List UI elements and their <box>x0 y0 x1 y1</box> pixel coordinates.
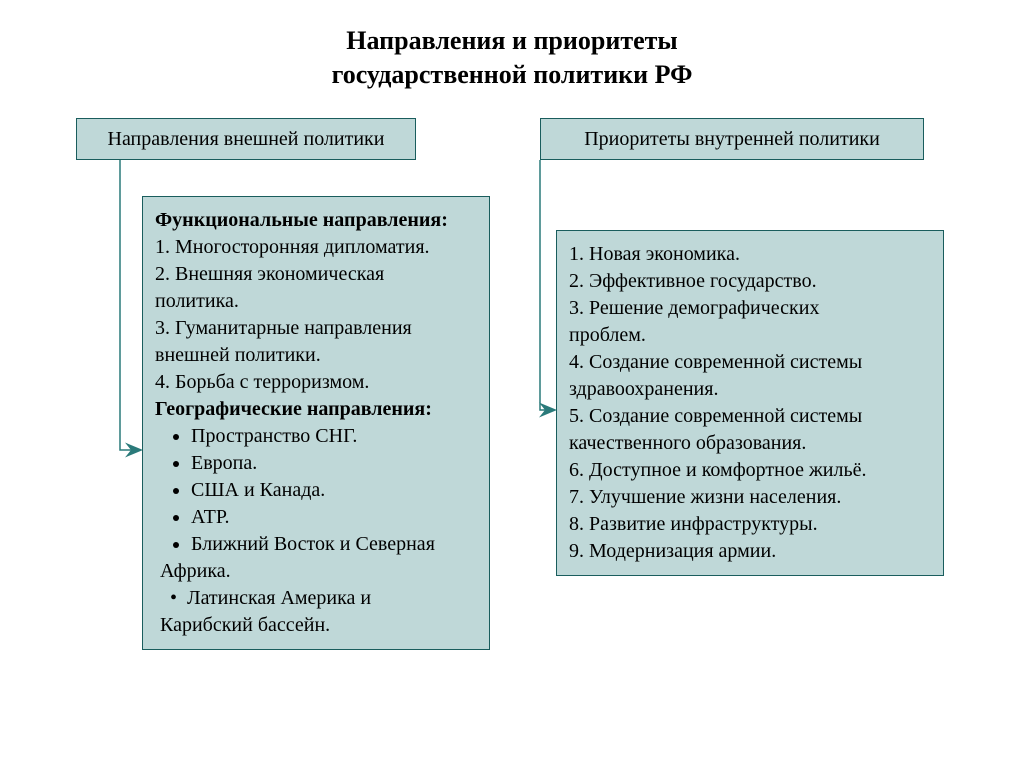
title-line-2: государственной политики РФ <box>332 60 693 89</box>
list-item: 4. Создание современной системы <box>569 349 931 376</box>
list-item: • Латинская Америка и <box>155 585 477 612</box>
list-item: проблем. <box>569 322 931 349</box>
list-item: 1. Новая экономика. <box>569 241 931 268</box>
left-header-box: Направления внешней политики <box>76 118 416 160</box>
list-item: 8. Развитие инфраструктуры. <box>569 511 931 538</box>
list-item: 7. Улучшение жизни населения. <box>569 484 931 511</box>
list-item: Карибский бассейн. <box>155 612 477 639</box>
right-content-box: 1. Новая экономика.2. Эффективное госуда… <box>556 230 944 576</box>
list-item: здравоохранения. <box>569 376 931 403</box>
left-section2-tail: Африка. • Латинская Америка и Карибский … <box>155 558 477 639</box>
list-item: 5. Создание современной системы <box>569 403 931 430</box>
left-section1-items: 1. Многосторонняя дипломатия.2. Внешняя … <box>155 234 477 396</box>
list-item: 6. Доступное и комфортное жильё. <box>569 457 931 484</box>
list-item: 2. Эффективное государство. <box>569 268 931 295</box>
list-item: Европа. <box>191 450 477 477</box>
list-item: 4. Борьба с терроризмом. <box>155 369 477 396</box>
list-item: Ближний Восток и Северная <box>191 531 477 558</box>
left-section1-title: Функциональные направления: <box>155 207 477 234</box>
list-item: 2. Внешняя экономическая <box>155 261 477 288</box>
list-item: США и Канада. <box>191 477 477 504</box>
list-item: 3. Решение демографических <box>569 295 931 322</box>
right-header-box: Приоритеты внутренней политики <box>540 118 924 160</box>
list-item: политика. <box>155 288 477 315</box>
title-line-1: Направления и приоритеты <box>346 26 677 55</box>
list-item: 1. Многосторонняя дипломатия. <box>155 234 477 261</box>
list-item: внешней политики. <box>155 342 477 369</box>
page-title: Направления и приоритеты государственной… <box>0 0 1024 92</box>
left-section2-bullets: Пространство СНГ.Европа.США и Канада.АТР… <box>155 423 477 558</box>
left-section2-title: Географические направления: <box>155 396 477 423</box>
list-item: Пространство СНГ. <box>191 423 477 450</box>
list-item: 3. Гуманитарные направления <box>155 315 477 342</box>
list-item: 9. Модернизация армии. <box>569 538 931 565</box>
right-header-text: Приоритеты внутренней политики <box>584 128 880 151</box>
list-item: АТР. <box>191 504 477 531</box>
right-items: 1. Новая экономика.2. Эффективное госуда… <box>569 241 931 565</box>
list-item: качественного образования. <box>569 430 931 457</box>
left-content-box: Функциональные направления: 1. Многостор… <box>142 196 490 650</box>
list-item: Африка. <box>155 558 477 585</box>
left-header-text: Направления внешней политики <box>108 128 385 151</box>
